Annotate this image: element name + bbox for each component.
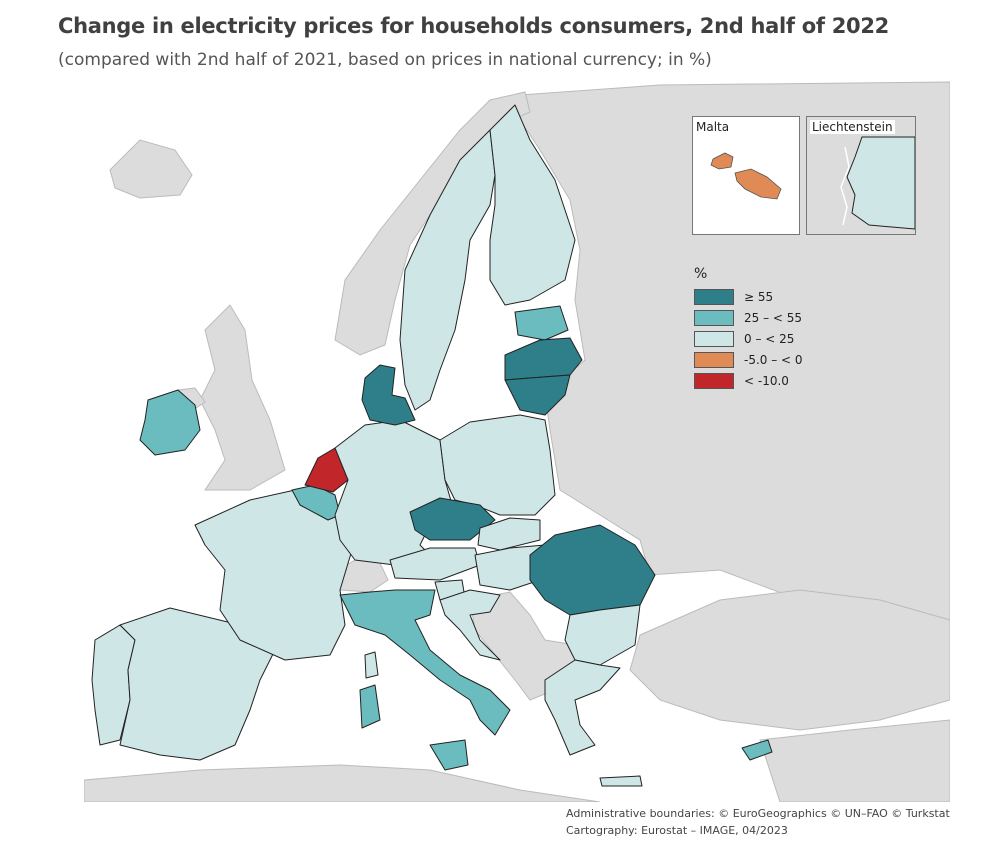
choropleth-map (84, 80, 950, 802)
map-title: Change in electricity prices for househo… (58, 14, 889, 38)
country-italy (339, 589, 511, 736)
country-slovakia (477, 517, 541, 551)
malta-map (710, 152, 782, 200)
legend-item: < -10.0 (694, 370, 803, 391)
country-sicily (429, 739, 469, 771)
liechtenstein-shape (846, 136, 916, 230)
legend-swatch (694, 288, 734, 305)
middle-east (759, 719, 950, 802)
malta-gozo-island (710, 152, 734, 170)
country-cyprus (741, 739, 773, 761)
country-croatia (439, 589, 501, 661)
legend-label: < -10.0 (744, 373, 789, 388)
country-lithuania (504, 374, 571, 416)
legend-item: -5.0 – < 0 (694, 349, 803, 370)
legend-label: ≥ 55 (744, 289, 774, 304)
country-ireland (139, 389, 201, 456)
liechtenstein-river (840, 146, 850, 226)
legend-swatch (694, 330, 734, 347)
inset-liechtenstein: Liechtenstein (806, 116, 916, 235)
legend-title: % (694, 266, 708, 282)
legend-item: ≥ 55 (694, 286, 803, 307)
legend-item: 0 – < 25 (694, 328, 803, 349)
country-crete (599, 775, 643, 787)
legend-item: 25 – < 55 (694, 307, 803, 328)
inset-malta-label: Malta (696, 120, 730, 134)
legend: % ≥ 55 25 – < 55 0 – < 25 -5.0 – < 0 < -… (694, 266, 803, 391)
inset-malta: Malta (692, 116, 800, 235)
country-corsica (364, 651, 379, 679)
credits-cartography: Cartography: Eurostat – IMAGE, 04/2023 (566, 824, 788, 837)
country-sweden (399, 129, 496, 411)
iceland (109, 139, 193, 199)
legend-swatch (694, 309, 734, 326)
country-greece (544, 659, 621, 756)
country-denmark (361, 364, 416, 426)
legend-label: 0 – < 25 (744, 331, 795, 346)
country-bulgaria (564, 604, 641, 666)
country-sardinia (359, 684, 381, 729)
inset-liechtenstein-label: Liechtenstein (810, 120, 895, 134)
liechtenstein-map (807, 117, 916, 234)
turkey (629, 589, 950, 731)
footer-credits: Administrative boundaries: © EuroGeograp… (566, 805, 950, 839)
credits-boundaries: Administrative boundaries: © EuroGeograp… (566, 807, 950, 820)
legend-swatch (694, 372, 734, 389)
map-svg (84, 80, 950, 802)
north-africa (84, 764, 601, 802)
map-subtitle: (compared with 2nd half of 2021, based o… (58, 50, 712, 70)
legend-label: -5.0 – < 0 (744, 352, 803, 367)
malta-main-island (734, 168, 782, 200)
eu-countries (91, 104, 773, 787)
country-poland (439, 414, 556, 516)
country-estonia (514, 305, 569, 341)
country-finland (489, 104, 576, 306)
legend-label: 25 – < 55 (744, 310, 803, 325)
legend-swatch (694, 351, 734, 368)
